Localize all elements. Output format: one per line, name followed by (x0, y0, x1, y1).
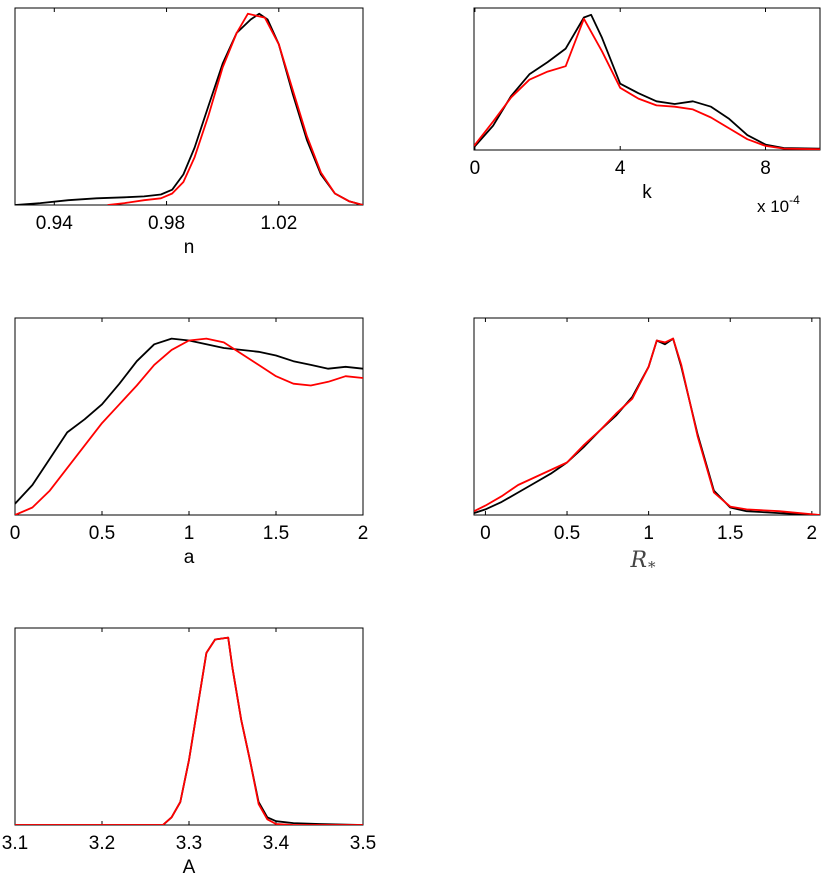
x-axis-label: n (184, 237, 195, 258)
plot-frame (473, 7, 821, 151)
x-axis-label: a (184, 547, 195, 568)
x-tick-label: 1.5 (263, 523, 289, 544)
x-tick-label: 0 (10, 523, 21, 544)
x-tick-label: 8 (760, 158, 771, 179)
x-tick-label: 1.02 (260, 213, 297, 234)
x-tick-label: 1.5 (717, 523, 743, 544)
x-tick-label: 0.5 (554, 523, 580, 544)
x-tick-label: 4 (615, 158, 626, 179)
chart-panel-4: 0 0.5 1 1.5 2 R* (473, 317, 821, 576)
series-line-red (474, 17, 820, 150)
series-line-black (15, 337, 363, 505)
x-axis-label: A (183, 857, 196, 878)
series-line-black (15, 12, 363, 205)
x-tick-label: 3.2 (89, 833, 115, 854)
x-tick-label: 1 (184, 523, 195, 544)
series-line-black (474, 337, 820, 515)
series-line-red (107, 12, 363, 205)
x-tick-label: 3.5 (350, 833, 376, 854)
chart-panel-1: 0.94 0.98 1.02 n (14, 7, 364, 258)
x-tick-label: 2 (807, 523, 818, 544)
chart-panel-2: 0 4 8 k x 10-4 (470, 7, 821, 216)
x-tick-label: 0 (480, 523, 491, 544)
x-axis-label: k (642, 182, 652, 203)
x-tick-label: 0.98 (148, 213, 185, 234)
series-line-red (474, 337, 820, 515)
x-tick-label: 3.3 (176, 833, 202, 854)
plot-frame (473, 317, 821, 516)
plot-frame (14, 627, 364, 826)
series-line-red (15, 337, 363, 515)
x-tick-label: 0.5 (89, 523, 115, 544)
series-line-black (15, 636, 363, 825)
series-line-black (474, 13, 820, 150)
x-tick-label: 1 (643, 523, 654, 544)
x-tick-label: 0 (470, 158, 481, 179)
x-tick-label: 3.4 (263, 833, 290, 854)
x-axis-label: R* (629, 548, 656, 576)
chart-panel-5: 3.1 3.2 3.3 3.4 3.5 A (2, 627, 376, 878)
x-axis-exponent: x 10-4 (757, 193, 800, 216)
x-tick-label: 2 (358, 523, 369, 544)
series-line-red (15, 636, 363, 825)
plot-frame (14, 7, 364, 206)
plot-frame (14, 317, 364, 516)
x-tick-label: 3.1 (2, 833, 28, 854)
panels: 0.94 0.98 1.02 n 0 4 8 k x 10-4 0 0.5 1 1.5 2 a 0 0.5 1 1.… (2, 7, 821, 878)
x-tick-label: 0.94 (36, 213, 73, 234)
chart-panel-3: 0 0.5 1 1.5 2 a (10, 317, 369, 568)
